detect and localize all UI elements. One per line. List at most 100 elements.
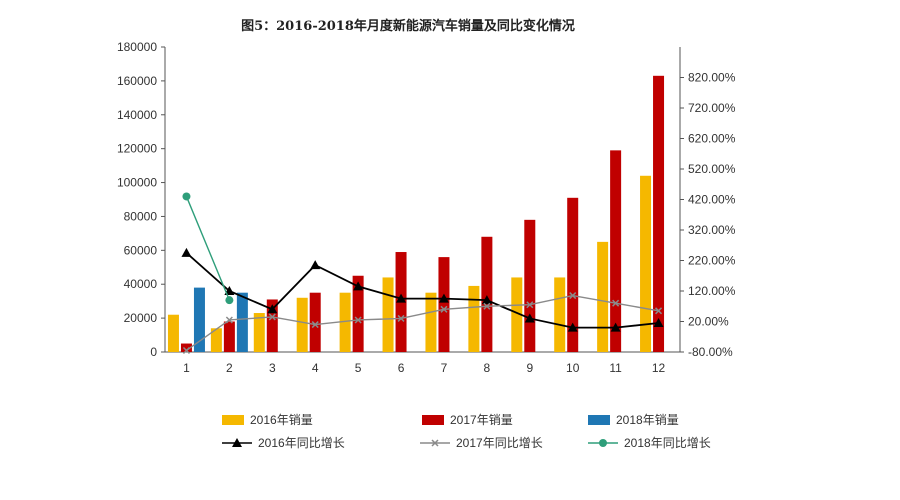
bar-2017-7 — [438, 257, 450, 352]
bar-2017-2 — [223, 321, 235, 352]
line-point-2017 — [311, 321, 319, 329]
bar-2017-12 — [653, 75, 665, 353]
x-tick-label: 6 — [398, 361, 405, 375]
left-tick-label: 120000 — [117, 142, 157, 156]
right-tick-label: 220.00% — [688, 254, 736, 268]
bar-2017-3 — [266, 299, 278, 352]
right-tick-label: 20.00% — [688, 315, 729, 329]
line-point-2016 — [181, 247, 192, 257]
bar-2016-12 — [640, 175, 652, 352]
bar-2016-1 — [167, 314, 179, 352]
line-point-2018 — [225, 296, 234, 305]
legend-line-label-2018: 2018年同比增长 — [624, 436, 711, 450]
legend-marker-2017 — [431, 439, 439, 447]
bar-2017-9 — [524, 219, 536, 352]
legend-marker-2016 — [232, 438, 242, 447]
line-series-2017 — [186, 294, 659, 352]
legend-line-label-2016: 2016年同比增长 — [258, 436, 345, 450]
bar-2016-5 — [339, 292, 351, 352]
right-tick-label: 420.00% — [688, 193, 736, 207]
x-tick-label: 1 — [183, 361, 190, 375]
line-point-2016 — [396, 293, 407, 303]
left-tick-label: 180000 — [117, 40, 157, 54]
legend: 2016年销量 2017年销量 2018年销量 2016年同比增长 2017年同比增长 2… — [222, 413, 711, 450]
line-point-2017 — [655, 307, 663, 315]
right-tick-label: 720.00% — [688, 101, 736, 115]
line-point-2016 — [653, 318, 664, 328]
left-tick-label: 0 — [150, 345, 157, 359]
bar-2018-1 — [193, 287, 205, 352]
bar-2016-7 — [425, 292, 437, 352]
x-tick-label: 12 — [652, 361, 666, 375]
bar-2016-11 — [597, 241, 609, 352]
line-point-2017 — [397, 314, 405, 322]
line-point-2016 — [524, 313, 535, 323]
left-tick-label: 80000 — [124, 209, 158, 223]
left-tick-label: 100000 — [117, 176, 157, 190]
right-tick-label: 120.00% — [688, 284, 736, 298]
line-point-2017 — [483, 302, 491, 310]
right-tick-label: 320.00% — [688, 223, 736, 237]
bar-2016-8 — [468, 285, 480, 352]
left-tick-label: 20000 — [124, 311, 158, 325]
x-tick-label: 7 — [441, 361, 448, 375]
legend-label-2017: 2017年销量 — [450, 413, 513, 427]
line-point-2017 — [440, 305, 448, 313]
x-tick-label: 2 — [226, 361, 233, 375]
line-point-2017 — [182, 346, 190, 355]
right-tick-label: 620.00% — [688, 132, 736, 146]
legend-line-label-2017: 2017年同比增长 — [456, 436, 543, 450]
line-point-2016 — [610, 322, 621, 332]
line-point-2017 — [354, 316, 362, 324]
line-point-2016 — [481, 295, 492, 305]
bar-2016-10 — [554, 277, 566, 352]
x-tick-label: 4 — [312, 361, 319, 375]
left-tick-label: 140000 — [117, 108, 157, 122]
x-tick-label: 3 — [269, 361, 276, 375]
bar-2017-5 — [352, 275, 364, 352]
x-tick-label: 11 — [609, 361, 622, 375]
line-point-2016 — [438, 293, 449, 303]
legend-swatch-2017 — [422, 415, 444, 425]
x-tick-label: 9 — [526, 361, 533, 375]
bar-2018-2 — [236, 292, 248, 352]
line-point-2017 — [612, 299, 620, 307]
legend-label-2016: 2016年销量 — [250, 413, 313, 427]
bar-2016-2 — [210, 328, 222, 352]
chart-title: 图5：2016-2018年月度新能源汽车销量及同比变化情况 — [241, 18, 575, 34]
bar-2016-3 — [253, 313, 265, 352]
line-point-2017 — [225, 316, 233, 324]
legend-swatch-2016 — [222, 415, 244, 425]
line-series-2018 — [185, 196, 231, 301]
left-tick-label: 160000 — [117, 74, 157, 88]
line-point-2016 — [310, 260, 321, 270]
x-tick-label: 8 — [484, 361, 491, 375]
left-tick-label: 40000 — [124, 277, 158, 291]
legend-marker-2018 — [599, 439, 607, 447]
bar-2017-1 — [180, 343, 192, 352]
bar-2017-8 — [481, 236, 493, 352]
bar-2016-6 — [382, 277, 394, 352]
line-point-2016 — [353, 281, 364, 291]
bar-2016-4 — [296, 297, 308, 352]
line-point-2017 — [569, 292, 577, 300]
x-tick-label: 10 — [566, 361, 580, 375]
line-point-2018 — [182, 192, 191, 201]
right-tick-label: -80.00% — [688, 345, 733, 359]
legend-label-2018: 2018年销量 — [616, 413, 679, 427]
bar-2017-11 — [610, 150, 622, 352]
line-point-2017 — [268, 313, 276, 321]
line-point-2017 — [526, 301, 534, 309]
legend-swatch-2018 — [588, 415, 610, 425]
line-point-2016 — [267, 304, 278, 314]
x-tick-label: 5 — [355, 361, 362, 375]
right-tick-label: 820.00% — [688, 71, 736, 85]
bar-2017-4 — [309, 292, 321, 352]
bar-2017-10 — [567, 197, 579, 352]
bar-2016-9 — [511, 277, 523, 352]
line-point-2016 — [567, 322, 578, 332]
plot-area: 0 20000 40000 60000 80000 100000 120000 140000 1… — [117, 40, 736, 375]
left-tick-label: 60000 — [124, 243, 158, 257]
right-tick-label: 520.00% — [688, 162, 736, 176]
